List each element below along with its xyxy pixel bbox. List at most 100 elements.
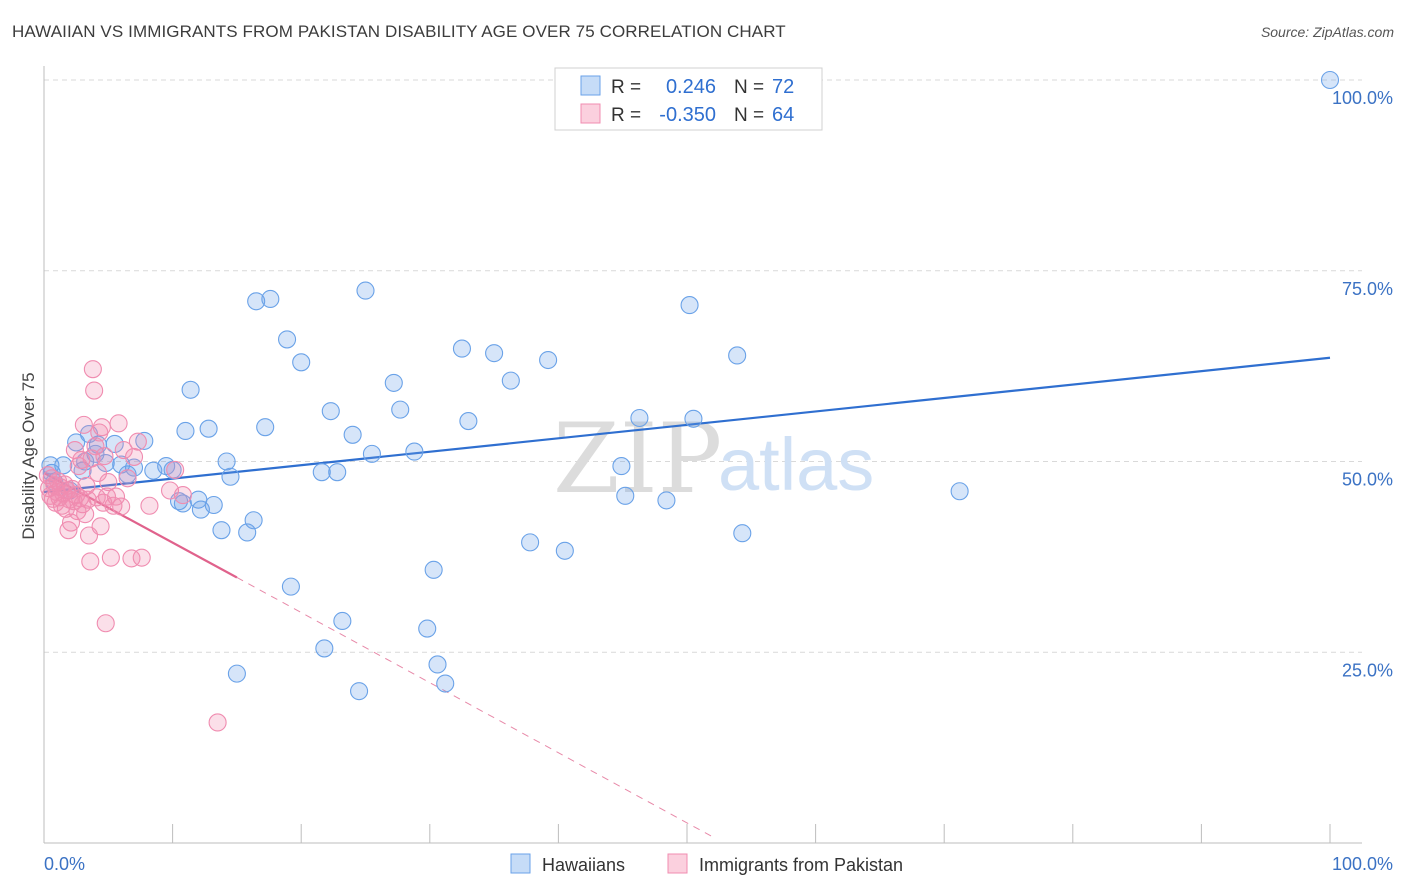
point-series2-29 xyxy=(76,505,95,524)
x-tick-label-min: 0.0% xyxy=(44,854,85,874)
stats-n-label-1: N = xyxy=(734,77,764,98)
point-series1-35 xyxy=(256,418,275,437)
y-axis-label: Disability Age Over 75 xyxy=(19,372,38,539)
stats-n-value-2: 64 xyxy=(772,104,794,126)
point-series1-54 xyxy=(428,655,447,674)
legend: Hawaiians Immigrants from Pakistan xyxy=(510,853,903,875)
point-series1-72 xyxy=(1320,70,1340,90)
point-series2-58 xyxy=(132,548,151,567)
point-series1-28 xyxy=(212,521,231,540)
point-series1-14 xyxy=(118,465,137,484)
point-series2-62 xyxy=(173,486,192,505)
point-series1-53 xyxy=(424,560,443,579)
point-series1-15 xyxy=(124,458,144,477)
point-series2-33 xyxy=(81,552,100,571)
point-series1-37 xyxy=(278,330,297,349)
point-series2-41 xyxy=(91,517,110,536)
watermark: ZIP atlas xyxy=(553,403,874,515)
point-series1-30 xyxy=(221,467,240,486)
point-series1-16 xyxy=(135,431,154,450)
gridlines xyxy=(44,79,1362,653)
point-series1-67 xyxy=(680,296,699,315)
point-series1-45 xyxy=(343,425,362,444)
source-credit: Source: ZipAtlas.com xyxy=(1260,24,1394,40)
point-series1-48 xyxy=(362,444,381,463)
axes xyxy=(43,66,1362,844)
stats-r-value-2: -0.350 xyxy=(659,104,716,126)
stats-swatch-pakistan xyxy=(580,103,601,124)
point-series1-65 xyxy=(630,408,649,428)
point-series1-39 xyxy=(292,353,311,372)
watermark-zip: ZIP xyxy=(553,403,722,515)
point-series2-61 xyxy=(166,460,185,479)
point-series1-12 xyxy=(105,434,124,454)
point-series2-18 xyxy=(61,513,81,532)
point-series1-38 xyxy=(281,577,300,596)
point-series1-70 xyxy=(733,524,752,543)
point-series2-14 xyxy=(56,499,75,518)
point-series1-60 xyxy=(521,533,540,552)
point-series1-57 xyxy=(459,412,478,431)
x-tick-label-max: 100.0% xyxy=(1332,854,1393,874)
point-series1-59 xyxy=(501,371,520,390)
point-series1-34 xyxy=(247,292,266,311)
point-series1-52 xyxy=(418,619,437,638)
y-tick-labels: 25.0% 50.0% 75.0% 100.0% xyxy=(1332,88,1393,680)
point-series1-41 xyxy=(315,639,334,658)
x-tick-labels: 0.0% 100.0% xyxy=(44,854,1393,874)
point-series2-55 xyxy=(122,549,141,568)
point-series2-47 xyxy=(99,473,118,492)
point-series2-50 xyxy=(106,487,126,506)
point-series1-5 xyxy=(67,433,86,452)
data-points xyxy=(38,70,1340,732)
point-series1-47 xyxy=(356,281,375,300)
point-series1-33 xyxy=(244,511,263,530)
point-series1-26 xyxy=(199,419,218,438)
point-series1-49 xyxy=(384,373,403,392)
point-series1-55 xyxy=(436,674,455,693)
point-series1-44 xyxy=(333,611,352,631)
point-series2-63 xyxy=(208,713,227,732)
point-series1-27 xyxy=(204,495,223,515)
point-series1-63 xyxy=(612,457,631,476)
watermark-atlas: atlas xyxy=(718,423,874,506)
y-tick-label-75: 75.0% xyxy=(1342,279,1393,299)
stats-r-label-1: R = xyxy=(611,77,641,98)
point-series1-71 xyxy=(950,482,969,501)
stats-swatch-hawaiians xyxy=(580,75,601,96)
y-tick-label-25: 25.0% xyxy=(1342,660,1393,680)
point-series2-37 xyxy=(86,437,105,456)
chart-title: HAWAIIAN VS IMMIGRANTS FROM PAKISTAN DIS… xyxy=(12,22,786,41)
point-series1-64 xyxy=(616,486,635,505)
point-series2-54 xyxy=(118,469,137,488)
y-tick-label-100: 100.0% xyxy=(1332,88,1393,108)
point-series1-58 xyxy=(485,344,504,363)
stats-box: R = 0.246 N = 72 R = -0.350 N = 64 xyxy=(554,67,823,131)
point-series1-23 xyxy=(181,380,200,399)
point-series2-45 xyxy=(96,614,115,633)
point-series2-36 xyxy=(85,381,104,400)
point-series2-52 xyxy=(112,497,131,516)
legend-label-hawaiians: Hawaiians xyxy=(542,855,625,875)
legend-label-pakistan: Immigrants from Pakistan xyxy=(699,855,903,875)
point-series1-50 xyxy=(391,400,410,419)
point-series1-51 xyxy=(405,442,424,461)
stats-r-value-1: 0.246 xyxy=(666,76,716,98)
trend-line-dashed-series2 xyxy=(236,577,713,838)
point-series1-56 xyxy=(452,339,472,358)
point-series2-53 xyxy=(114,441,133,460)
point-series2-57 xyxy=(128,432,147,451)
point-series1-36 xyxy=(261,289,280,309)
point-series2-48 xyxy=(101,548,120,567)
point-series2-39 xyxy=(88,463,108,482)
y-tick-label-50: 50.0% xyxy=(1342,470,1393,490)
point-series2-35 xyxy=(83,360,102,379)
point-series1-11 xyxy=(96,453,115,473)
point-series2-59 xyxy=(140,496,159,515)
point-series2-56 xyxy=(124,447,144,466)
point-series1-66 xyxy=(657,491,676,510)
legend-swatch-pakistan xyxy=(667,853,688,874)
stats-n-value-1: 72 xyxy=(772,76,794,98)
point-series2-30 xyxy=(77,476,96,495)
point-series1-31 xyxy=(227,664,246,683)
